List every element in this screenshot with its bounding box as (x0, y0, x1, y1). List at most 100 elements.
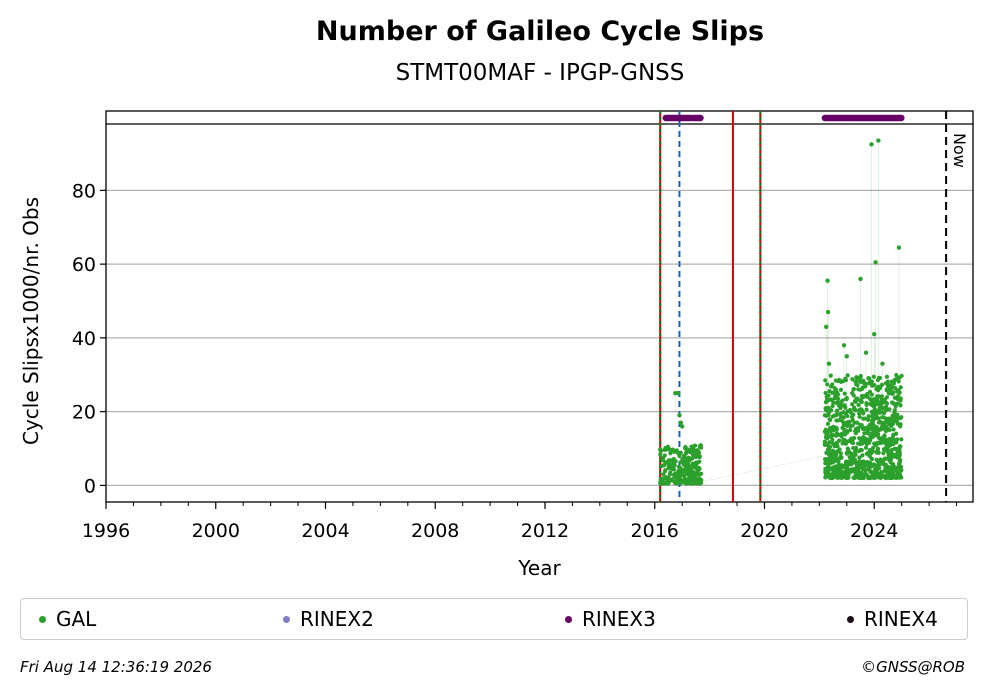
gal-point (694, 462, 699, 467)
gal-point (858, 276, 863, 282)
gal-point (830, 437, 835, 442)
legend-marker-rinex2 (283, 615, 290, 623)
gal-point (897, 459, 902, 464)
gal-point (832, 390, 837, 395)
gal-point (697, 459, 702, 464)
gal-point (898, 398, 903, 403)
gal-point (884, 417, 889, 423)
gal-point (826, 393, 831, 398)
gal-point (693, 479, 698, 484)
gal-point (851, 386, 856, 392)
gal-point (897, 445, 902, 451)
gal-point (861, 435, 866, 440)
gal-point (844, 441, 849, 446)
gal-point (853, 379, 858, 384)
gal-point (836, 438, 842, 443)
gal-point (854, 375, 859, 380)
gal-point (875, 432, 881, 437)
gal-point (889, 379, 895, 384)
gal-point (825, 421, 831, 426)
gal-point (893, 431, 899, 436)
gal-point (825, 309, 831, 315)
gal-point (847, 438, 852, 443)
gal-point (840, 425, 845, 430)
gal-point (850, 377, 855, 382)
gal-point (677, 466, 682, 471)
gal-point (674, 474, 679, 479)
gal-point (899, 437, 904, 442)
gal-point (827, 475, 833, 480)
gal-point (867, 475, 872, 480)
gal-point (661, 463, 667, 468)
gal-point (870, 445, 876, 451)
legend-item-gal: GAL (39, 599, 96, 639)
gal-point (878, 437, 883, 443)
gal-point (829, 425, 834, 430)
gal-point (865, 394, 870, 399)
gal-point (854, 461, 859, 466)
gal-point (858, 422, 863, 427)
gal-point (842, 437, 847, 442)
gal-point (838, 451, 843, 456)
gal-point (823, 469, 828, 474)
gal-point (842, 403, 847, 408)
gal-point (680, 456, 685, 462)
gal-point (889, 400, 895, 405)
gal-point (883, 404, 889, 410)
gal-point (899, 467, 904, 473)
gal-point (837, 455, 843, 461)
gal-point (873, 470, 878, 476)
gal-point (688, 468, 693, 473)
gal-point (668, 470, 673, 475)
gal-point (845, 446, 850, 451)
gal-point (834, 450, 840, 455)
gal-point (843, 376, 848, 381)
gal-point (862, 416, 868, 421)
gal-point (894, 372, 899, 378)
gal-point (884, 374, 890, 379)
gal-point (896, 245, 902, 250)
gal-point (845, 373, 850, 378)
gal-point (693, 453, 698, 458)
gal-point (884, 401, 890, 406)
gal-point (844, 395, 849, 401)
gal-point (880, 426, 885, 431)
gal-point (844, 466, 850, 471)
gal-point (851, 412, 856, 417)
gal-point (687, 455, 692, 461)
gal-point (863, 381, 868, 386)
gal-point (696, 450, 702, 455)
gal-point (884, 395, 889, 400)
gal-point (893, 377, 898, 382)
gal-point (675, 391, 681, 396)
gal-point (883, 408, 889, 413)
gal-point (880, 400, 886, 405)
gal-point (841, 343, 847, 348)
gal-point (887, 407, 892, 412)
gal-point (897, 375, 902, 380)
legend: GAL RINEX2 RINEX3 RINEX4 (20, 598, 968, 640)
gal-point (856, 428, 861, 433)
gal-point (674, 448, 679, 453)
gal-point (687, 475, 692, 480)
gal-point (865, 451, 870, 456)
gal-point (679, 424, 685, 429)
gal-point (860, 441, 865, 446)
footer-credit: ©GNSS@ROB (861, 658, 965, 676)
gal-point (836, 403, 842, 408)
gal-point (892, 418, 897, 423)
gal-connector (701, 455, 825, 482)
y-tick-label: 60 (72, 254, 96, 276)
gal-point (831, 458, 836, 464)
gal-point (881, 415, 886, 420)
gal-point (856, 402, 861, 408)
gal-point (875, 446, 880, 451)
gal-point (877, 375, 882, 381)
gal-point (664, 481, 669, 486)
x-tick-label: 1996 (82, 520, 130, 542)
gal-point (876, 427, 881, 432)
gal-point (823, 390, 828, 396)
legend-label-rinex3: RINEX3 (582, 607, 656, 631)
gal-point (666, 466, 671, 471)
gal-point (677, 453, 682, 459)
